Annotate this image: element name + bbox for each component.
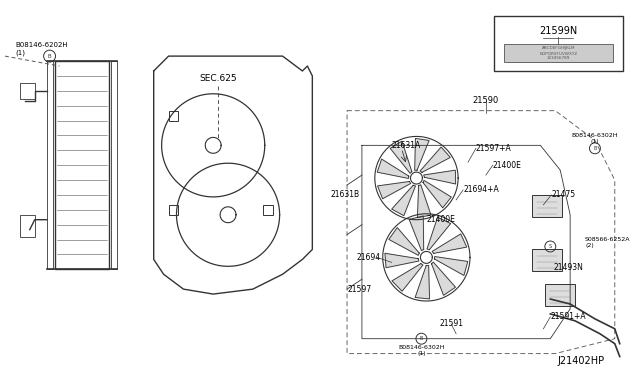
Text: S08566-6252A
(2): S08566-6252A (2): [585, 237, 630, 248]
Polygon shape: [378, 182, 411, 199]
Text: B08146-6302H
(1): B08146-6302H (1): [398, 345, 445, 356]
Polygon shape: [385, 253, 419, 268]
Text: 21597+A: 21597+A: [476, 144, 512, 153]
Bar: [494, 16, 623, 71]
Bar: [263, 205, 273, 215]
Polygon shape: [417, 185, 431, 218]
Text: B: B: [593, 146, 596, 151]
Bar: [168, 110, 179, 121]
Text: 21475: 21475: [551, 190, 575, 199]
Text: 21631B: 21631B: [330, 190, 359, 199]
Bar: [20, 215, 35, 237]
Text: B: B: [420, 336, 423, 341]
Text: B08146-6302H
(1): B08146-6302H (1): [572, 133, 618, 144]
Text: 123456789: 123456789: [547, 56, 570, 60]
Text: 21694: 21694: [357, 253, 381, 262]
Polygon shape: [409, 216, 424, 251]
Text: SEC.625: SEC.625: [199, 74, 237, 83]
Bar: [111, 61, 117, 269]
Bar: [20, 83, 35, 99]
Polygon shape: [415, 265, 429, 299]
Bar: [532, 250, 562, 271]
Text: J21402HP: J21402HP: [557, 356, 605, 366]
Text: 21591: 21591: [439, 319, 463, 328]
Polygon shape: [392, 185, 415, 216]
Text: 21493N: 21493N: [554, 263, 583, 272]
Text: 21591+A: 21591+A: [550, 312, 586, 321]
Bar: [532, 195, 562, 217]
Polygon shape: [390, 141, 412, 173]
Polygon shape: [392, 264, 423, 291]
Text: B08146-6202H
(1): B08146-6202H (1): [16, 42, 68, 56]
Text: 21694+A: 21694+A: [463, 186, 499, 195]
Polygon shape: [377, 159, 409, 179]
Text: B: B: [48, 54, 51, 59]
Bar: [54, 61, 109, 269]
Polygon shape: [424, 170, 456, 184]
Text: ABCDEFGHIJKLM: ABCDEFGHIJKLM: [541, 46, 575, 50]
Text: 21400E: 21400E: [426, 215, 455, 224]
Text: NOPQRSTUVWXYZ: NOPQRSTUVWXYZ: [539, 51, 577, 55]
Polygon shape: [431, 262, 456, 295]
Polygon shape: [389, 228, 419, 255]
Text: 21631A: 21631A: [392, 141, 421, 150]
Polygon shape: [415, 138, 429, 170]
Polygon shape: [432, 234, 467, 253]
Bar: [47, 61, 52, 269]
Polygon shape: [427, 217, 451, 250]
Text: 21400E: 21400E: [493, 161, 522, 170]
Polygon shape: [435, 257, 468, 275]
Polygon shape: [423, 180, 451, 208]
Polygon shape: [420, 147, 451, 172]
Text: 21599N: 21599N: [539, 26, 577, 36]
Bar: [168, 205, 179, 215]
Text: 21590: 21590: [473, 96, 499, 105]
Bar: [504, 44, 612, 62]
Text: S: S: [548, 244, 552, 249]
Text: 21597: 21597: [348, 285, 372, 294]
Bar: [545, 284, 575, 306]
